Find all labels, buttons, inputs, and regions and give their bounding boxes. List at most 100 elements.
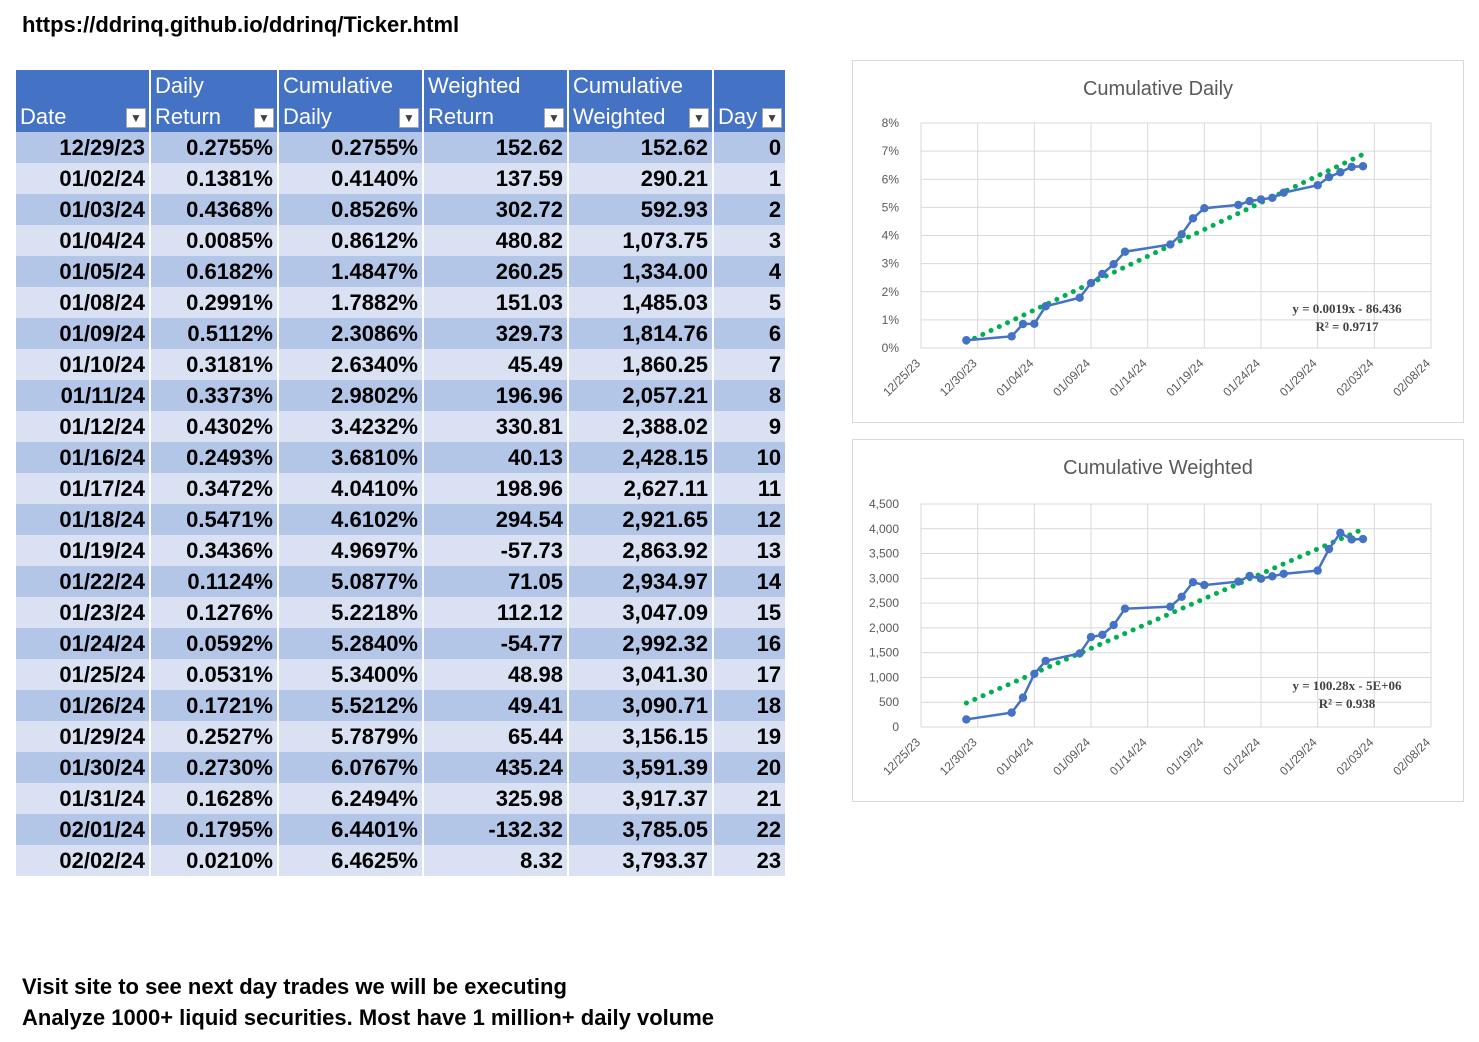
cell-day[interactable]: 17 [713, 659, 788, 690]
cell-weighted-return[interactable]: 49.41 [423, 690, 569, 721]
cell-daily-return[interactable]: 0.4302% [150, 411, 279, 442]
cell-date[interactable]: 01/05/24 [16, 256, 151, 287]
cell-date[interactable]: 12/29/23 [16, 132, 151, 163]
cell-cumulative-weighted[interactable]: 1,860.25 [568, 349, 714, 380]
cell-daily-return[interactable]: 0.2527% [150, 721, 279, 752]
cell-weighted-return[interactable]: 260.25 [423, 256, 569, 287]
cell-daily-return[interactable]: 0.3181% [150, 349, 279, 380]
filter-dropdown-icon[interactable]: ▼ [762, 108, 783, 128]
cell-cumulative-weighted[interactable]: 2,992.32 [568, 628, 714, 659]
cell-day[interactable]: 14 [713, 566, 788, 597]
cell-date[interactable]: 01/23/24 [16, 597, 151, 628]
cell-weighted-return[interactable]: 435.24 [423, 752, 569, 783]
cell-day[interactable]: 15 [713, 597, 788, 628]
cell-cumulative-daily[interactable]: 2.9802% [278, 380, 424, 411]
cell-cumulative-weighted[interactable]: 3,793.37 [568, 845, 714, 876]
cell-weighted-return[interactable]: 325.98 [423, 783, 569, 814]
cell-weighted-return[interactable]: 137.59 [423, 163, 569, 194]
filter-dropdown-icon[interactable]: ▼ [254, 108, 274, 128]
cell-cumulative-daily[interactable]: 2.6340% [278, 349, 424, 380]
cell-weighted-return[interactable]: 40.13 [423, 442, 569, 473]
cell-cumulative-weighted[interactable]: 3,090.71 [568, 690, 714, 721]
chart-cumulative-weighted[interactable]: Cumulative Weighted 0 500 1,000 1,500 2,000 2,… [852, 439, 1464, 802]
cell-date[interactable]: 01/04/24 [16, 225, 151, 256]
cell-day[interactable]: 8 [713, 380, 788, 411]
cell-cumulative-weighted[interactable]: 2,921.65 [568, 504, 714, 535]
cell-cumulative-weighted[interactable]: 1,334.00 [568, 256, 714, 287]
cell-day[interactable]: 16 [713, 628, 788, 659]
cell-daily-return[interactable]: 0.2991% [150, 287, 279, 318]
cell-day[interactable]: 1 [713, 163, 788, 194]
cell-weighted-return[interactable]: 294.54 [423, 504, 569, 535]
cell-cumulative-daily[interactable]: 0.2755% [278, 132, 424, 163]
cell-date[interactable]: 01/02/24 [16, 163, 151, 194]
cell-date[interactable]: 02/01/24 [16, 814, 151, 845]
cell-day[interactable]: 21 [713, 783, 788, 814]
cell-date[interactable]: 01/11/24 [16, 380, 151, 411]
cell-cumulative-daily[interactable]: 4.0410% [278, 473, 424, 504]
cell-day[interactable]: 11 [713, 473, 788, 504]
cell-weighted-return[interactable]: 45.49 [423, 349, 569, 380]
cell-cumulative-daily[interactable]: 3.6810% [278, 442, 424, 473]
cell-daily-return[interactable]: 0.1795% [150, 814, 279, 845]
cell-weighted-return[interactable]: 480.82 [423, 225, 569, 256]
cell-weighted-return[interactable]: -57.73 [423, 535, 569, 566]
cell-date[interactable]: 01/18/24 [16, 504, 151, 535]
cell-daily-return[interactable]: 0.3436% [150, 535, 279, 566]
cell-cumulative-weighted[interactable]: 3,785.05 [568, 814, 714, 845]
cell-cumulative-daily[interactable]: 5.5212% [278, 690, 424, 721]
cell-date[interactable]: 01/16/24 [16, 442, 151, 473]
cell-cumulative-weighted[interactable]: 3,156.15 [568, 721, 714, 752]
cell-daily-return[interactable]: 0.4368% [150, 194, 279, 225]
cell-cumulative-daily[interactable]: 0.8612% [278, 225, 424, 256]
cell-day[interactable]: 20 [713, 752, 788, 783]
cell-cumulative-weighted[interactable]: 3,917.37 [568, 783, 714, 814]
cell-date[interactable]: 01/08/24 [16, 287, 151, 318]
cell-cumulative-weighted[interactable]: 3,041.30 [568, 659, 714, 690]
cell-daily-return[interactable]: 0.5112% [150, 318, 279, 349]
cell-day[interactable]: 5 [713, 287, 788, 318]
cell-day[interactable]: 18 [713, 690, 788, 721]
cell-cumulative-daily[interactable]: 0.4140% [278, 163, 424, 194]
cell-weighted-return[interactable]: 8.32 [423, 845, 569, 876]
cell-daily-return[interactable]: 0.0592% [150, 628, 279, 659]
cell-date[interactable]: 01/26/24 [16, 690, 151, 721]
cell-weighted-return[interactable]: 196.96 [423, 380, 569, 411]
cell-day[interactable]: 4 [713, 256, 788, 287]
cell-date[interactable]: 01/12/24 [16, 411, 151, 442]
cell-cumulative-weighted[interactable]: 2,057.21 [568, 380, 714, 411]
cell-daily-return[interactable]: 0.6182% [150, 256, 279, 287]
cell-weighted-return[interactable]: 152.62 [423, 132, 569, 163]
cell-date[interactable]: 01/03/24 [16, 194, 151, 225]
cell-cumulative-daily[interactable]: 6.4625% [278, 845, 424, 876]
cell-cumulative-daily[interactable]: 0.8526% [278, 194, 424, 225]
cell-date[interactable]: 01/31/24 [16, 783, 151, 814]
cell-cumulative-daily[interactable]: 5.2840% [278, 628, 424, 659]
cell-daily-return[interactable]: 0.2493% [150, 442, 279, 473]
cell-cumulative-daily[interactable]: 6.4401% [278, 814, 424, 845]
filter-dropdown-icon[interactable]: ▼ [126, 108, 146, 128]
cell-daily-return[interactable]: 0.1124% [150, 566, 279, 597]
cell-day[interactable]: 7 [713, 349, 788, 380]
cell-weighted-return[interactable]: 71.05 [423, 566, 569, 597]
cell-daily-return[interactable]: 0.0085% [150, 225, 279, 256]
cell-day[interactable]: 13 [713, 535, 788, 566]
cell-weighted-return[interactable]: 48.98 [423, 659, 569, 690]
cell-weighted-return[interactable]: 151.03 [423, 287, 569, 318]
cell-cumulative-daily[interactable]: 6.2494% [278, 783, 424, 814]
cell-cumulative-weighted[interactable]: 2,934.97 [568, 566, 714, 597]
cell-date[interactable]: 01/17/24 [16, 473, 151, 504]
cell-cumulative-weighted[interactable]: 1,073.75 [568, 225, 714, 256]
cell-date[interactable]: 01/24/24 [16, 628, 151, 659]
cell-daily-return[interactable]: 0.0531% [150, 659, 279, 690]
cell-daily-return[interactable]: 0.2730% [150, 752, 279, 783]
cell-cumulative-weighted[interactable]: 592.93 [568, 194, 714, 225]
cell-cumulative-weighted[interactable]: 3,591.39 [568, 752, 714, 783]
cell-weighted-return[interactable]: 198.96 [423, 473, 569, 504]
cell-cumulative-weighted[interactable]: 2,388.02 [568, 411, 714, 442]
cell-cumulative-weighted[interactable]: 2,428.15 [568, 442, 714, 473]
cell-cumulative-daily[interactable]: 5.7879% [278, 721, 424, 752]
cell-cumulative-daily[interactable]: 4.6102% [278, 504, 424, 535]
cell-weighted-return[interactable]: 112.12 [423, 597, 569, 628]
filter-dropdown-icon[interactable]: ▼ [399, 108, 419, 128]
